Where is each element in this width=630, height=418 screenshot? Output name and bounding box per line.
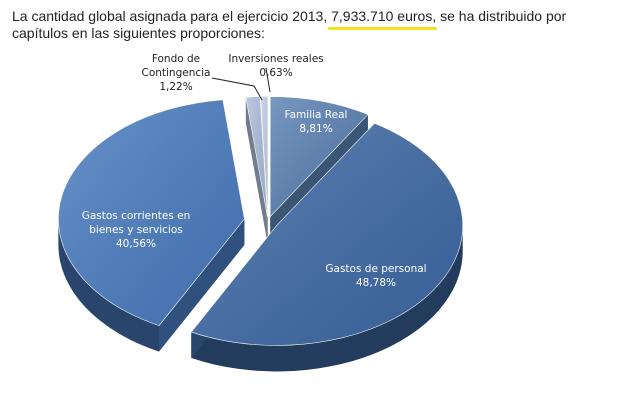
- leader-lines: [211, 67, 271, 101]
- slice-name: Fondo de: [152, 53, 200, 65]
- slice-wall: [159, 218, 245, 352]
- slice-label: Gastos de personal 48,78%: [325, 263, 426, 289]
- slice-value: 1,22%: [159, 81, 192, 93]
- slice-highlight: [260, 96, 268, 217]
- pie-slices: [58, 96, 464, 346]
- slice-highlight: [270, 96, 368, 217]
- slice-label: Inversiones reales 0,63%: [228, 53, 323, 79]
- slice-side: [58, 218, 160, 352]
- slice-wall: [245, 97, 268, 243]
- slice-name: Gastos de personal: [325, 263, 426, 275]
- slice-value: 48,78%: [356, 277, 396, 289]
- slice-highlight: [58, 99, 245, 326]
- slice-name: Inversiones reales: [228, 53, 323, 65]
- slice-name: Familia Real: [285, 109, 348, 121]
- slice-label: Familia Real 8,81%: [285, 109, 348, 135]
- slice-side: [191, 225, 463, 372]
- slice-name: Contingencia: [141, 67, 210, 79]
- slice-value: 40,56%: [116, 238, 156, 250]
- intro-text-before: La cantidad global asignada para el ejer…: [12, 8, 332, 24]
- leader-line: [265, 67, 271, 93]
- intro-paragraph: La cantidad global asignada para el ejer…: [12, 8, 622, 42]
- slice-highlight: [191, 123, 463, 346]
- intro-text-after: , se ha distribuido por capítulos en las…: [12, 8, 567, 41]
- slice-label: Gastos corrientes en bienes y servicios 40…: [82, 210, 191, 250]
- slice-name: bienes y servicios: [89, 224, 182, 236]
- slice-label: Fondo de Contingencia 1,22%: [141, 53, 210, 93]
- slice-highlight: [245, 96, 268, 217]
- slice-value: 0,63%: [259, 67, 292, 79]
- slice-value: 8,81%: [299, 123, 332, 135]
- slice-name: Gastos corrientes en: [82, 210, 191, 222]
- slice-labels: Familia Real 8,81% Gastos de personal 48,78…: [82, 53, 427, 289]
- highlighted-amount: 7,933.710 euros: [328, 8, 438, 30]
- leader-line: [211, 77, 263, 101]
